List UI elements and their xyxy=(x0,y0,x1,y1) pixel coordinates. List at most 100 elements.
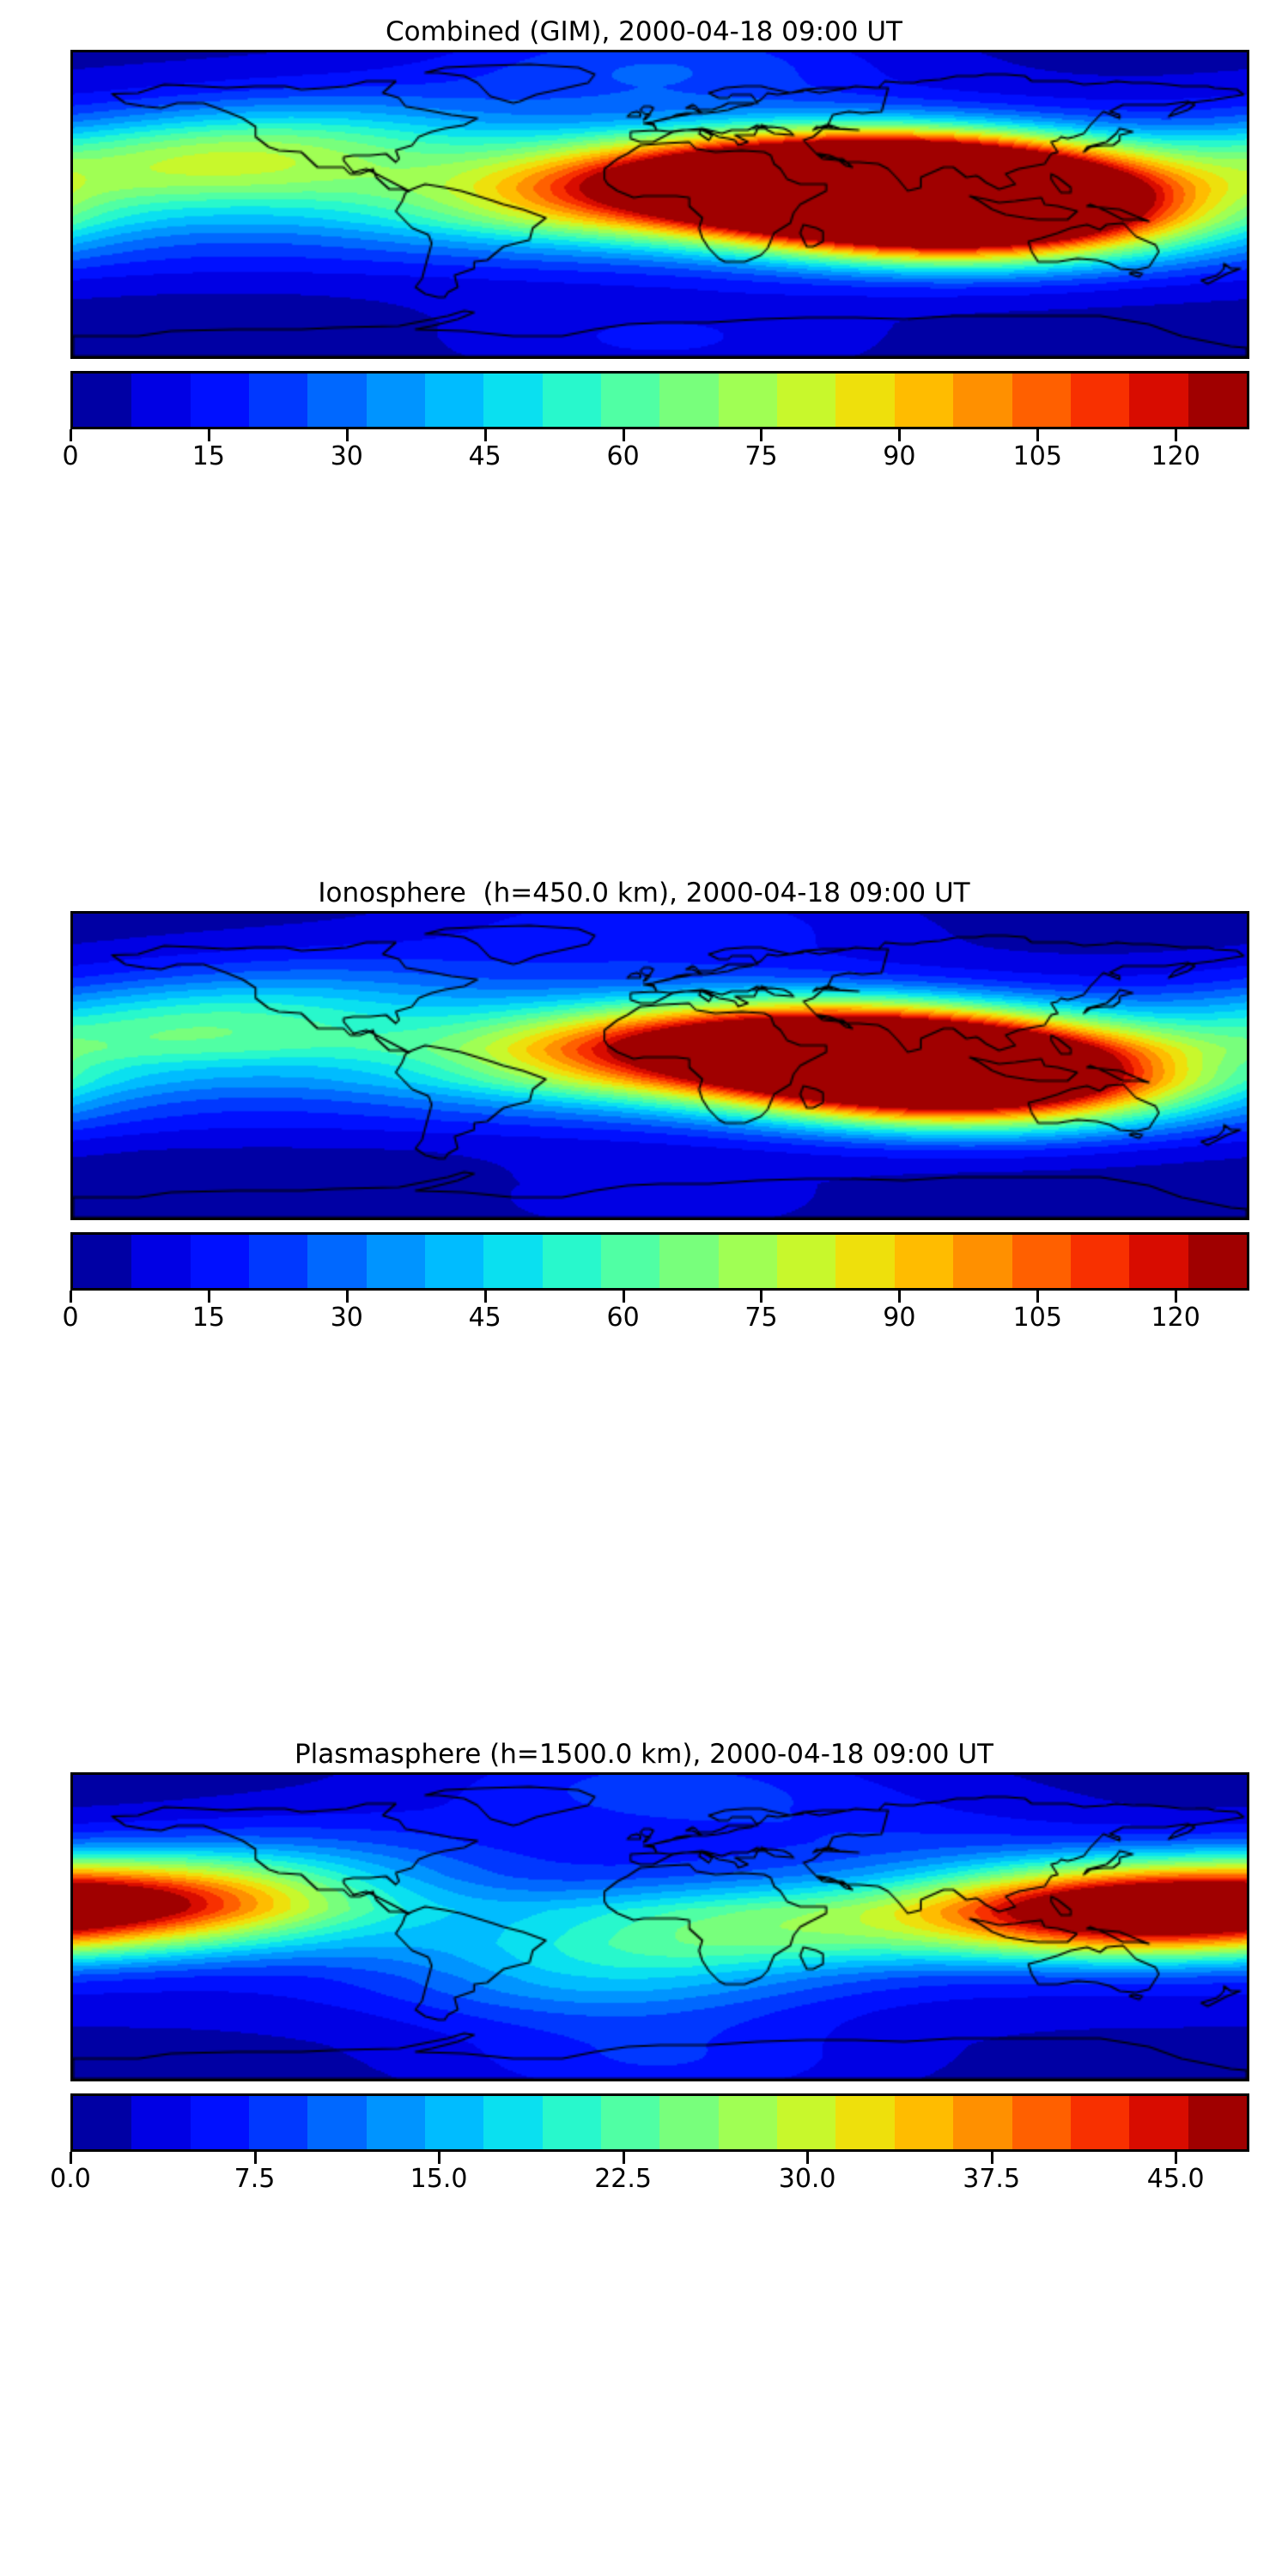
colorbar-band xyxy=(894,2096,954,2149)
colorbar-combined: 0 15 30 45 60 75 90 105 120 xyxy=(62,371,1249,483)
colorbar-band xyxy=(1070,2096,1130,2149)
colorbar-band xyxy=(131,2096,191,2149)
colorbar-band xyxy=(601,2096,660,2149)
colorbar-tick-label: 90 xyxy=(883,1303,916,1333)
colorbar-tick-label: 60 xyxy=(606,1303,640,1333)
map-canvas-combined xyxy=(73,52,1247,356)
colorbar-band xyxy=(425,374,484,427)
colorbar-tick-label: 15 xyxy=(191,1303,225,1333)
colorbar-band xyxy=(777,2096,836,2149)
colorbar-band xyxy=(1188,2096,1247,2149)
colorbar-tick-label: 30 xyxy=(330,441,363,471)
colorbar-strip-ionosphere xyxy=(70,1232,1249,1291)
colorbar-tick xyxy=(438,2152,441,2164)
colorbar-band xyxy=(307,374,367,427)
colorbar-tick xyxy=(483,1291,487,1303)
colorbar-tick-label: 0 xyxy=(62,1303,79,1333)
colorbar-tick-label: 45 xyxy=(468,441,501,471)
map-combined-gim xyxy=(70,50,1249,359)
colorbar-tick-label: 120 xyxy=(1151,1303,1200,1333)
panel-title-plasmasphere: Plasmasphere (h=1500.0 km), 2000-04-18 0… xyxy=(294,1739,993,1770)
colorbar-plasmasphere: 0.0 7.5 15.0 22.5 30.0 37.5 45.0 xyxy=(50,2093,1249,2205)
colorbar-band xyxy=(483,1235,543,1288)
colorbar-band xyxy=(307,1235,367,1288)
colorbar-tick xyxy=(622,429,625,441)
panel-ionosphere: Ionosphere (h=450.0 km), 2000-04-18 09:0… xyxy=(0,861,1288,1703)
colorbar-band xyxy=(73,374,132,427)
colorbar-tick xyxy=(1036,429,1040,441)
colorbar-band xyxy=(1188,374,1247,427)
colorbar-band xyxy=(366,2096,426,2149)
colorbar-band xyxy=(953,1235,1012,1288)
panel-plasmasphere: Plasmasphere (h=1500.0 km), 2000-04-18 0… xyxy=(0,1722,1288,2573)
colorbar-band xyxy=(894,374,954,427)
colorbar-tick-label: 0 xyxy=(62,441,79,471)
colorbar-tick-label: 60 xyxy=(606,441,640,471)
colorbar-tick-label: 15 xyxy=(191,441,225,471)
colorbar-tick xyxy=(207,429,210,441)
colorbar-band xyxy=(1129,2096,1188,2149)
colorbar-band xyxy=(542,1235,602,1288)
colorbar-labels-combined: 0 15 30 45 60 75 90 105 120 xyxy=(62,441,1249,481)
colorbar-tick xyxy=(1175,1291,1178,1303)
colorbar-band xyxy=(483,2096,543,2149)
colorbar-ticks-plasmasphere xyxy=(70,2152,1249,2164)
colorbar-tick-label: 30 xyxy=(330,1303,363,1333)
colorbar-band xyxy=(249,1235,308,1288)
colorbar-band xyxy=(307,2096,367,2149)
colorbar-band xyxy=(190,374,250,427)
colorbar-band xyxy=(1129,374,1188,427)
colorbar-tick-label: 22.5 xyxy=(594,2164,652,2194)
colorbar-tick-label: 120 xyxy=(1151,441,1200,471)
panel-title-combined: Combined (GIM), 2000-04-18 09:00 UT xyxy=(386,16,902,47)
colorbar-band xyxy=(835,1235,895,1288)
colorbar-band xyxy=(425,1235,484,1288)
colorbar-tick xyxy=(253,2152,257,2164)
colorbar-band xyxy=(1012,374,1071,427)
colorbar-band xyxy=(73,2096,132,2149)
colorbar-band xyxy=(366,374,426,427)
colorbar-band xyxy=(777,1235,836,1288)
colorbar-tick xyxy=(898,1291,902,1303)
colorbar-band xyxy=(190,1235,250,1288)
colorbar-tick xyxy=(483,429,487,441)
colorbar-tick xyxy=(1175,2152,1178,2164)
colorbar-band xyxy=(73,1235,132,1288)
colorbar-band xyxy=(542,2096,602,2149)
colorbar-band xyxy=(1188,1235,1247,1288)
colorbar-band xyxy=(953,2096,1012,2149)
colorbar-tick-label: 90 xyxy=(883,441,916,471)
colorbar-tick-label: 37.5 xyxy=(963,2164,1021,2194)
colorbar-tick xyxy=(760,1291,763,1303)
colorbar-tick xyxy=(760,429,763,441)
colorbar-tick-label: 15.0 xyxy=(410,2164,468,2194)
colorbar-band xyxy=(659,374,719,427)
colorbar-band xyxy=(718,374,778,427)
colorbar-band xyxy=(1129,1235,1188,1288)
colorbar-band xyxy=(190,2096,250,2149)
colorbar-tick xyxy=(207,1291,210,1303)
colorbar-band xyxy=(249,2096,308,2149)
colorbar-tick xyxy=(1175,429,1178,441)
colorbar-tick xyxy=(806,2152,810,2164)
map-canvas-plasmasphere xyxy=(73,1775,1247,2079)
colorbar-ticks-combined xyxy=(70,429,1249,441)
colorbar-band xyxy=(1012,1235,1071,1288)
colorbar-tick xyxy=(70,2152,72,2164)
colorbar-band xyxy=(718,1235,778,1288)
colorbar-band xyxy=(542,374,602,427)
colorbar-band xyxy=(601,374,660,427)
colorbar-band xyxy=(718,2096,778,2149)
colorbar-tick xyxy=(345,429,349,441)
panel-combined-gim: Combined (GIM), 2000-04-18 09:00 UT 0 15 3… xyxy=(0,0,1288,841)
colorbar-tick-label: 105 xyxy=(1012,441,1062,471)
colorbar-ticks-ionosphere xyxy=(70,1291,1249,1303)
colorbar-tick xyxy=(622,2152,625,2164)
colorbar-band xyxy=(483,374,543,427)
colorbar-band xyxy=(777,374,836,427)
colorbar-labels-ionosphere: 0 15 30 45 60 75 90 105 120 xyxy=(62,1303,1249,1342)
colorbar-tick xyxy=(345,1291,349,1303)
colorbar-tick-label: 45.0 xyxy=(1146,2164,1205,2194)
colorbar-tick xyxy=(622,1291,625,1303)
